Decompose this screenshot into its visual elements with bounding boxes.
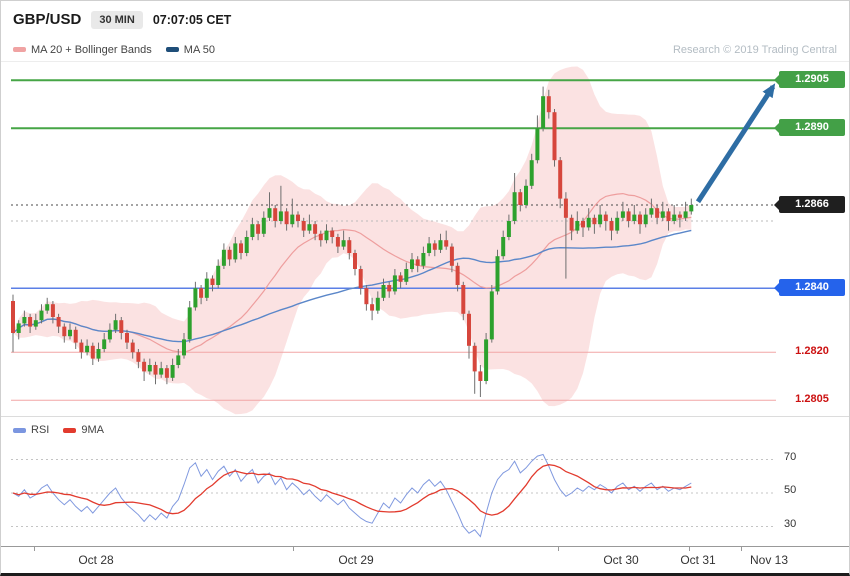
legend-row: MA 20 + Bollinger Bands MA 50 Research ©…: [1, 38, 849, 62]
rsi-legend-label: RSI: [31, 424, 50, 436]
ma20-legend-label: MA 20 + Bollinger Bands: [31, 43, 152, 56]
x-axis-tick: [293, 547, 294, 551]
ma50-legend-swatch-icon: [165, 47, 179, 52]
rsi-9ma-legend-label: 9MA: [81, 424, 104, 436]
rsi-legend-swatch-icon: [13, 427, 26, 433]
ma50-legend-label: MA 50: [183, 43, 215, 56]
bollinger-band-area: [13, 66, 692, 415]
x-axis-tick: [689, 547, 690, 551]
x-axis-label-oct-28: Oct 28: [78, 553, 114, 567]
clock: 07:07:05 CET: [152, 12, 232, 27]
ma20-legend-swatch-icon: [13, 47, 26, 52]
x-axis-tick: [34, 547, 35, 551]
rsi-9ma-line: [12, 464, 692, 516]
x-axis-label-oct-30: Oct 30: [603, 553, 639, 567]
rsi-legend-row: RSI 9MA: [13, 420, 849, 440]
forecast-arrow: [695, 83, 776, 204]
candles: [11, 86, 694, 397]
x-axis-tick: [741, 547, 742, 551]
rsi-chart[interactable]: [1, 416, 850, 546]
rsi-9ma-legend-swatch-icon: [63, 427, 77, 433]
credit-text: Research © 2019 Trading Central: [672, 43, 837, 56]
x-axis-label-oct-31: Oct 31: [680, 553, 716, 567]
time-axis: Oct 28 Oct 29 Oct 30 Oct 31 Nov 13: [1, 546, 849, 573]
ma50-line: [12, 229, 692, 343]
x-axis-tick: [558, 547, 559, 551]
timeframe-badge: 30 MIN: [91, 10, 143, 29]
x-axis-label-nov-13: Nov 13: [749, 553, 789, 567]
rsi-line: [12, 453, 692, 538]
header: GBP/USD 30 MIN 07:07:05 CET: [1, 1, 849, 38]
symbol-title: GBP/USD: [13, 11, 82, 28]
x-axis-label-oct-29: Oct 29: [338, 553, 374, 567]
price-chart[interactable]: [1, 62, 850, 416]
